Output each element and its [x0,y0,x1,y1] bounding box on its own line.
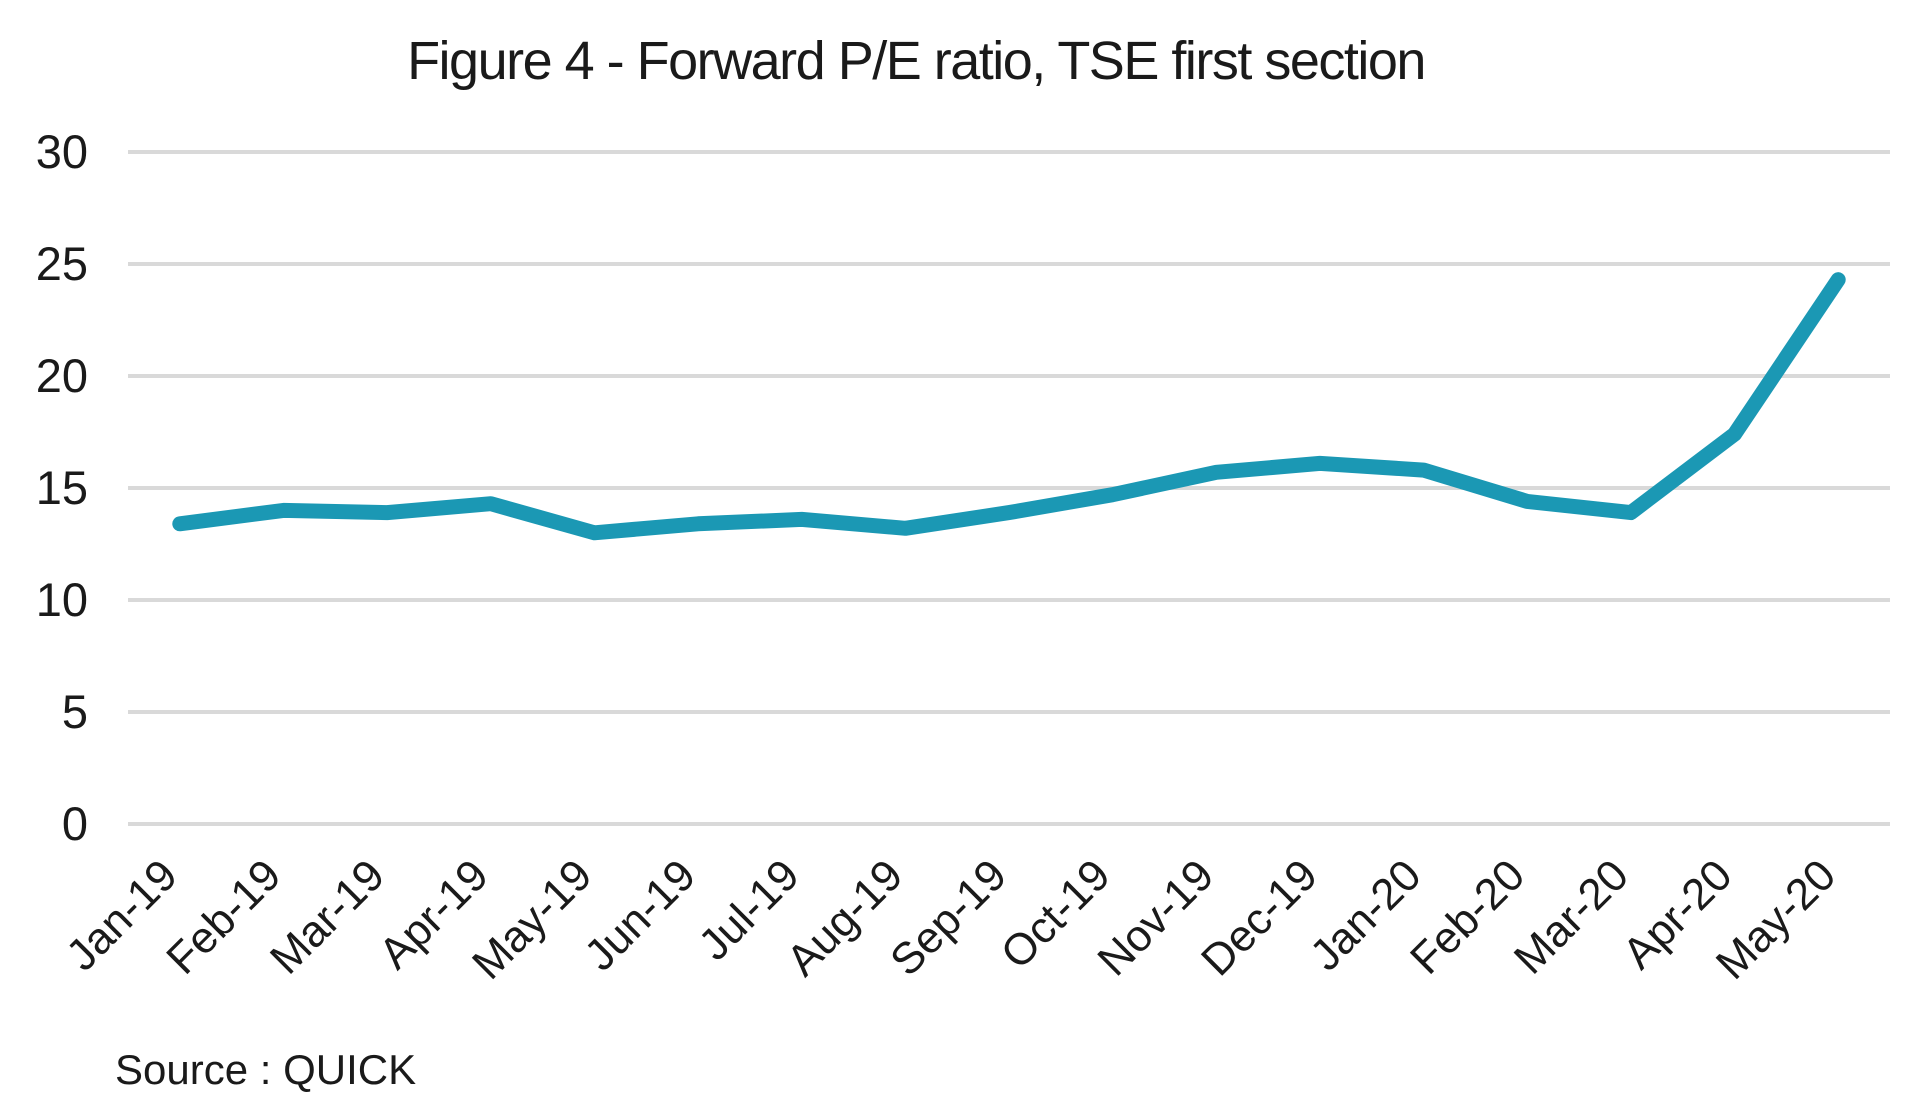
x-axis-tick-label: Jun-19 [575,850,705,980]
x-axis-tick-label: Dec-19 [1192,850,1327,985]
x-axis-tick-label: Mar-19 [261,850,394,983]
x-axis-tick-label: Nov-19 [1088,850,1223,985]
y-axis-tick-label: 5 [62,685,88,738]
x-axis-tick-label: Sep-19 [881,850,1016,985]
y-axis-tick-label: 30 [36,125,88,178]
y-axis-tick-label: 20 [36,349,88,402]
x-axis-tick-label: Mar-20 [1505,850,1638,983]
source-note: Source : QUICK [115,1046,417,1093]
pe-ratio-line [172,272,1846,541]
x-axis-tick-label: Jan-20 [1301,850,1431,980]
x-axis-tick-label: Jan-19 [57,850,187,980]
x-axis-tick-label: Feb-19 [157,850,290,983]
y-axis-tick-label: 0 [62,797,88,850]
x-axis-tick-label: Feb-20 [1401,850,1534,983]
chart-title: Figure 4 - Forward P/E ratio, TSE first … [407,31,1426,91]
y-axis-tick-label: 15 [36,461,88,514]
x-axis-tick-label: Aug-19 [777,850,912,985]
y-axis-tick-label: 10 [36,573,88,626]
y-axis-tick-label: 25 [36,237,88,290]
